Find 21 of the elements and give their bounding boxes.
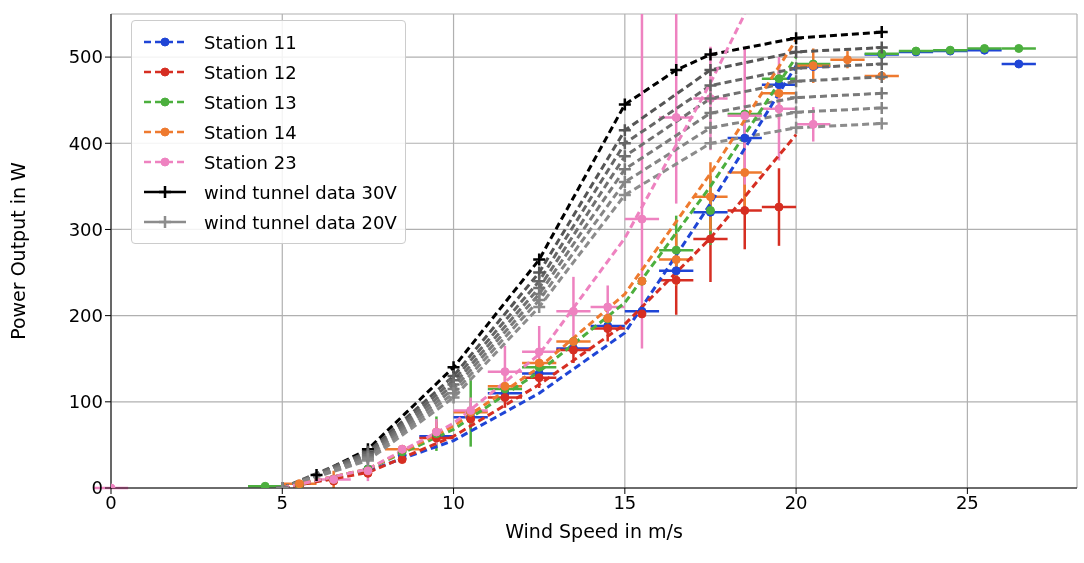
x-tick-label: 25 [955,491,979,513]
legend-label: Station 12 [204,61,297,83]
x-tick-label: 10 [442,491,466,513]
legend-label: Station 14 [204,121,297,143]
legend-label: Station 23 [204,151,297,173]
y-tick-label: 100 [68,391,103,413]
y-tick-label: 400 [68,132,103,154]
y-tick-label: 0 [91,477,103,499]
y-axis-title: Power Output in W [6,161,29,340]
x-tick-label: 20 [784,491,808,513]
x-axis-title: Wind Speed in m/s [505,520,683,542]
x-tick-label: 15 [613,491,637,513]
legend-label: wind tunnel data 20V [204,211,397,233]
legend-label: Station 13 [204,91,297,113]
y-tick-label: 200 [68,305,103,327]
y-tick-label: 500 [68,46,103,68]
x-tick-label: 5 [276,491,288,513]
legend-label: wind tunnel data 30V [204,181,397,203]
x-tick-label: 0 [105,491,117,513]
y-tick-label: 300 [68,218,103,240]
legend-label: Station 11 [204,31,297,53]
